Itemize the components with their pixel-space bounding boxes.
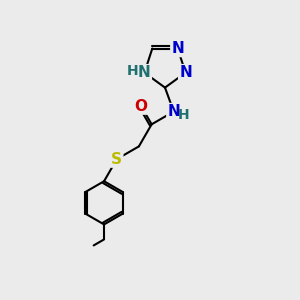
Text: S: S: [111, 152, 122, 166]
Text: N: N: [179, 65, 192, 80]
Text: O: O: [135, 99, 148, 114]
Text: N: N: [167, 104, 180, 119]
Text: H: H: [127, 64, 139, 78]
Text: N: N: [138, 65, 151, 80]
Text: H: H: [178, 108, 189, 122]
Text: N: N: [171, 41, 184, 56]
